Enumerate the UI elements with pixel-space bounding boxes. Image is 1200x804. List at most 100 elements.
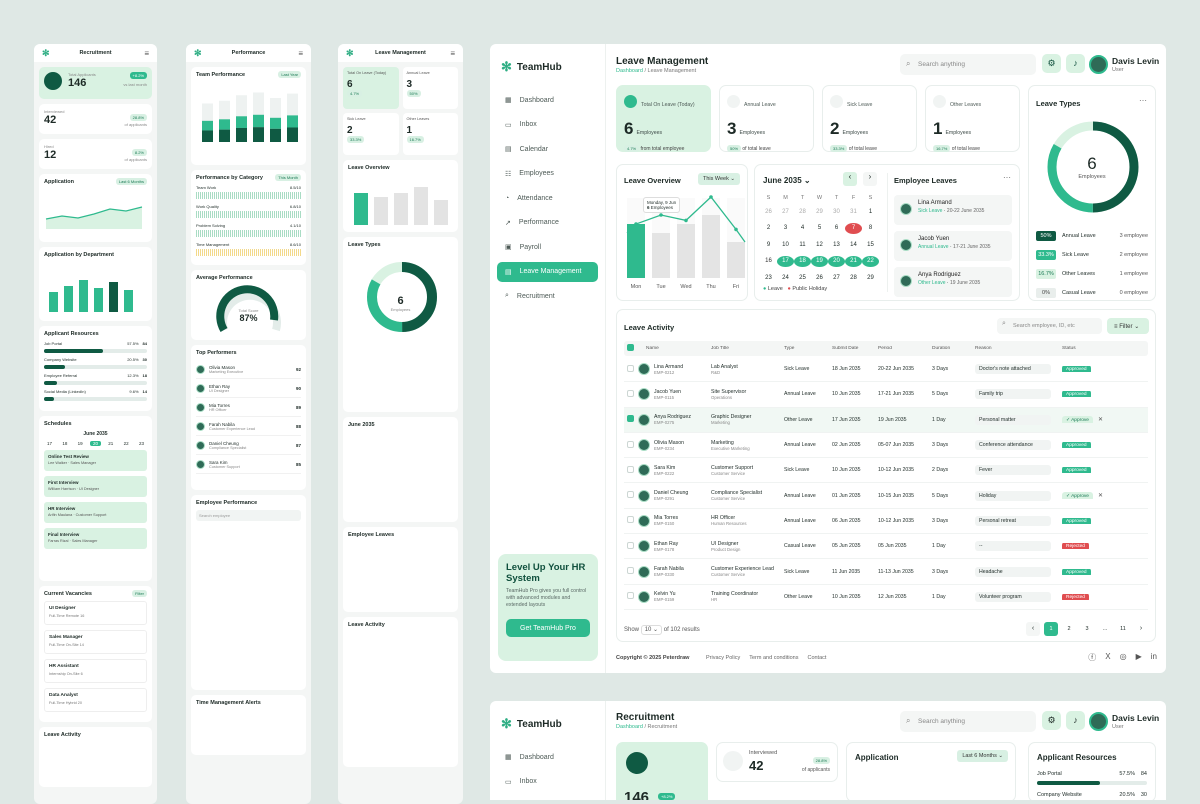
calendar-day[interactable]: 17 <box>46 441 52 446</box>
vacancy-item[interactable]: Sales Manager Full-Time On-Site 14 <box>44 630 147 654</box>
column-header[interactable]: Submit Date <box>832 346 859 351</box>
calendar-day[interactable]: 14 <box>850 241 857 248</box>
checkbox[interactable] <box>627 491 634 499</box>
period-select[interactable]: Last 6 Months <box>115 178 147 185</box>
page-button[interactable]: 11 <box>1120 626 1126 632</box>
prev-month-button[interactable]: ‹ <box>843 172 857 186</box>
column-header[interactable]: Name <box>646 346 659 351</box>
calendar-day[interactable]: 21 <box>108 441 114 446</box>
approve-button[interactable]: ✓ Approve <box>1062 492 1093 500</box>
notification-icon[interactable]: ♪ <box>1066 711 1085 730</box>
table-row[interactable]: Farah Nabila EMP-0330 Customer Experience … <box>624 559 1148 585</box>
row-checkbox[interactable] <box>624 440 638 450</box>
sidebar-item-inbox[interactable]: ▭ Inbox <box>497 772 598 792</box>
prev-page-button[interactable]: ‹ <box>1026 622 1040 636</box>
vacancy-item[interactable]: UI Designer Full-Time Remote 16 <box>44 601 147 625</box>
page-button[interactable]: ... <box>1102 626 1108 632</box>
column-header[interactable]: Period <box>878 346 892 351</box>
checkbox[interactable] <box>627 465 634 473</box>
x-icon[interactable]: X <box>1105 652 1111 661</box>
calendar-day[interactable]: 9 <box>766 241 771 248</box>
sidebar-item-payroll[interactable]: ▣ Payroll <box>497 237 598 257</box>
calendar-day[interactable]: 27 <box>833 274 840 281</box>
menu-icon[interactable]: ≡ <box>298 48 303 58</box>
calendar-day[interactable]: 4 <box>800 225 805 231</box>
row-checkbox[interactable] <box>624 592 638 601</box>
schedule-event[interactable]: First Interview William Harrison · UI Des… <box>44 476 147 497</box>
page-button[interactable]: 1 <box>1044 622 1058 636</box>
sidebar-item-leave-management[interactable]: ▤ Leave Management <box>497 261 598 282</box>
breadcrumb-link[interactable]: Dashboard <box>616 68 643 74</box>
employee-leave-item[interactable]: Anya Rodriguez Other Leave · 19 June 2035 <box>894 267 1012 297</box>
calendar-day[interactable]: 11 <box>799 241 806 248</box>
get-pro-button[interactable]: Get TeamHub Pro <box>506 619 590 637</box>
calendar-day[interactable]: 20 <box>89 441 101 446</box>
table-row[interactable]: Sara Kim EMP-0222 Customer Support Customer… <box>624 458 1148 484</box>
avatar[interactable] <box>1089 55 1108 74</box>
employee-leave-item[interactable]: Lina Armand Sick Leave · 20-22 June 2035 <box>894 195 1012 225</box>
sidebar-item-inbox[interactable]: ▭ Inbox <box>497 115 598 135</box>
row-checkbox[interactable] <box>624 491 638 500</box>
table-row[interactable]: Jacob Yuen EMP-0115 Site Supervisor Operati… <box>624 382 1148 408</box>
search-input[interactable]: ⌕ Search anything <box>900 54 1036 75</box>
schedule-event[interactable]: Online Test Review Lee Walker · Sales Man… <box>44 450 147 471</box>
search-input[interactable]: ⌕ Search anything <box>900 711 1036 732</box>
reject-icon[interactable]: ✕ <box>1097 417 1103 424</box>
table-row[interactable]: Lina Armand EMP-0212 Lab Analyst R&D Sick Le… <box>624 357 1148 383</box>
settings-icon[interactable]: ⚙ <box>1042 54 1061 73</box>
instagram-icon[interactable]: ◎ <box>1119 652 1127 661</box>
table-row[interactable]: Anya Rodriguez EMP-0275 Graphic Designer Ma… <box>624 407 1148 433</box>
row-checkbox[interactable] <box>624 415 638 424</box>
calendar-day[interactable]: 25 <box>799 274 806 281</box>
checkbox[interactable] <box>627 415 634 423</box>
calendar-day[interactable]: 20 <box>828 256 845 267</box>
period-select[interactable]: This Week ⌄ <box>697 173 740 185</box>
per-page-select[interactable]: 10 ⌄ <box>640 625 663 635</box>
calendar-day[interactable]: 30 <box>833 208 840 215</box>
sidebar-item-dashboard[interactable]: ▦ Dashboard <box>497 90 598 110</box>
calendar-day[interactable]: 24 <box>782 274 789 281</box>
checkbox[interactable] <box>627 344 634 351</box>
row-checkbox[interactable] <box>624 567 638 576</box>
performer-row[interactable]: Ethan Ray UI Designer 90 <box>196 379 301 398</box>
column-header[interactable]: Type <box>784 346 795 351</box>
calendar-day[interactable]: 27 <box>782 208 789 215</box>
table-row[interactable]: Mia Torres EMP-0150 HR Officer Human Resour… <box>624 509 1148 535</box>
employee-leave-item[interactable]: Jacob Yuen Annual Leave · 17-21 June 2035 <box>894 231 1012 261</box>
calendar-day[interactable]: 10 <box>782 241 789 248</box>
more-icon[interactable]: ⋯ <box>1139 96 1147 105</box>
table-row[interactable]: Olivia Mason EMP-0234 Marketing Executive M… <box>624 433 1148 459</box>
column-header[interactable]: Status <box>1062 346 1076 351</box>
checkbox[interactable] <box>627 364 634 372</box>
column-header[interactable]: Duration <box>932 346 951 351</box>
facebook-icon[interactable]: ⓕ <box>1088 653 1097 662</box>
breadcrumb-link[interactable]: Dashboard <box>616 724 643 730</box>
calendar-day[interactable]: 22 <box>862 256 879 267</box>
calendar-day[interactable]: 31 <box>850 208 857 215</box>
calendar-day[interactable]: 18 <box>62 441 68 446</box>
table-row[interactable]: Kelvin Yu EMP-0159 Training Coordinator HR O… <box>624 585 1148 610</box>
calendar-day[interactable]: 17 <box>777 256 794 267</box>
sidebar-item-performance[interactable]: ↗ Performance <box>497 213 598 233</box>
row-checkbox[interactable] <box>624 364 638 374</box>
performer-row[interactable]: Daniel Cheung Compliance Specialist 87 <box>196 436 301 455</box>
calendar-day[interactable]: 22 <box>123 441 129 446</box>
column-header[interactable]: Job Title <box>711 346 729 351</box>
linkedin-icon[interactable]: in <box>1150 652 1157 661</box>
calendar-day[interactable]: 19 <box>77 441 83 446</box>
sidebar-item-dashboard[interactable]: ▦ Dashboard <box>497 747 598 767</box>
page-button[interactable]: 3 <box>1085 626 1089 632</box>
sidebar-item-recruitment[interactable]: ⌕ Recruitment <box>497 286 598 306</box>
performer-row[interactable]: Farah Nabila Customer Experience Lead 88 <box>196 417 301 436</box>
next-page-button[interactable]: › <box>1139 625 1143 632</box>
settings-icon[interactable]: ⚙ <box>1042 711 1061 730</box>
schedule-event[interactable]: Final Interview Farras Rizal · Sales Mana… <box>44 528 147 549</box>
footer-link[interactable]: Contact <box>807 655 827 661</box>
period-select[interactable]: Last Year <box>278 71 301 78</box>
checkbox[interactable] <box>627 567 634 575</box>
sidebar-item-employees[interactable]: ☷ Employees <box>497 164 598 184</box>
calendar-day[interactable]: 15 <box>867 241 874 248</box>
calendar-day[interactable]: 3 <box>783 225 788 231</box>
calendar-day[interactable]: 28 <box>799 208 806 215</box>
performer-row[interactable]: Olivia Mason Marketing Executive 92 <box>196 360 301 379</box>
